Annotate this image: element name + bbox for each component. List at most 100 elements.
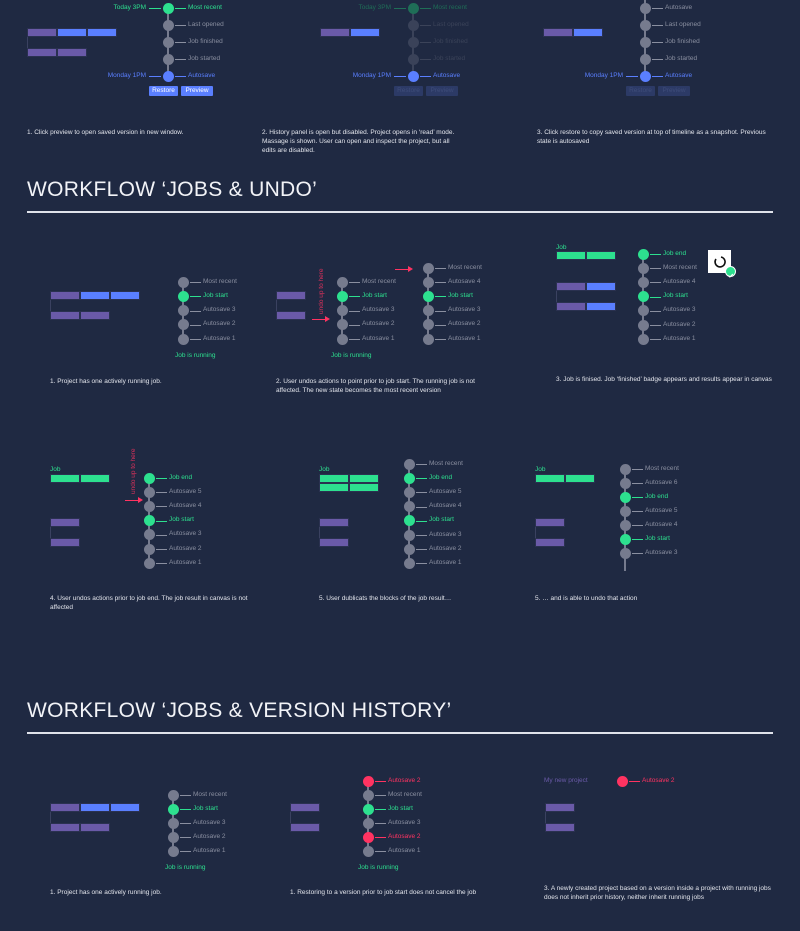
canvas-block[interactable]	[57, 48, 87, 57]
canvas-block[interactable]	[27, 48, 57, 57]
canvas-block[interactable]	[545, 803, 575, 812]
canvas-block[interactable]	[50, 823, 80, 832]
version-label[interactable]: Autosave	[665, 71, 693, 79]
timeline-node-gray[interactable]	[177, 333, 189, 345]
timeline-node-gray[interactable]	[619, 505, 631, 517]
version-label[interactable]: Autosave 4	[663, 277, 696, 285]
version-label[interactable]: Job end	[169, 473, 193, 481]
version-label[interactable]: Job started	[188, 54, 221, 62]
timeline-node-green[interactable]	[422, 290, 434, 302]
timeline-node-gray[interactable]	[619, 463, 631, 475]
timeline-node-gray[interactable]	[422, 305, 434, 317]
timeline-node-gray[interactable]	[422, 276, 434, 288]
version-label[interactable]: Autosave 3	[388, 818, 421, 826]
version-label[interactable]: Job end	[645, 492, 669, 500]
timeline-node-gray[interactable]	[336, 333, 348, 345]
canvas-block[interactable]	[319, 538, 349, 547]
timeline-node-gray[interactable]	[362, 817, 374, 829]
version-label[interactable]: Last opened	[188, 20, 224, 28]
timeline-node-gray[interactable]	[167, 817, 179, 829]
preview-button[interactable]: Preview	[426, 86, 458, 96]
timeline-node-gray[interactable]	[639, 2, 651, 14]
restore-button[interactable]: Restore	[149, 86, 178, 96]
timeline-node-green[interactable]	[177, 290, 189, 302]
restore-button[interactable]: Restore	[626, 86, 655, 96]
canvas-block[interactable]	[110, 291, 140, 300]
timeline-node-gray[interactable]	[177, 276, 189, 288]
timeline-node-gray[interactable]	[637, 333, 649, 345]
version-label[interactable]: Autosave 1	[663, 334, 696, 342]
version-label[interactable]: Job start	[645, 534, 670, 542]
timeline-node-gray[interactable]	[637, 305, 649, 317]
version-label[interactable]: Autosave 4	[645, 520, 678, 528]
canvas-block[interactable]	[586, 302, 616, 311]
job-result-block[interactable]	[565, 474, 595, 483]
job-result-block[interactable]	[535, 474, 565, 483]
canvas-block[interactable]	[290, 823, 320, 832]
timeline-node-dimgreen[interactable]	[407, 2, 419, 14]
timeline-node-gray[interactable]	[619, 477, 631, 489]
timeline-node-red[interactable]	[362, 775, 374, 787]
timeline-node-gray[interactable]	[336, 276, 348, 288]
version-label[interactable]: Autosave 3	[448, 306, 481, 314]
version-label[interactable]: Most recent	[433, 3, 467, 11]
canvas-block[interactable]	[50, 803, 80, 812]
timeline-node-green[interactable]	[143, 472, 155, 484]
timeline-node-dim[interactable]	[407, 19, 419, 31]
timeline-node-gray[interactable]	[162, 19, 174, 31]
version-label[interactable]: Job start	[169, 516, 194, 524]
version-label[interactable]: Autosave	[433, 71, 461, 79]
canvas-block[interactable]	[319, 518, 349, 527]
timeline-node-gray[interactable]	[619, 547, 631, 559]
version-label[interactable]: Job finished	[665, 37, 700, 45]
timeline-node-gray[interactable]	[167, 845, 179, 857]
version-label[interactable]: Job end	[663, 249, 687, 257]
timeline-node-gray[interactable]	[167, 831, 179, 843]
version-label[interactable]: Most recent	[663, 263, 697, 271]
canvas-block[interactable]	[27, 28, 57, 37]
timeline-node-blue[interactable]	[639, 70, 651, 82]
timeline-node-gray[interactable]	[639, 19, 651, 31]
timeline-node-gray[interactable]	[143, 543, 155, 555]
canvas-block[interactable]	[276, 291, 306, 300]
canvas-block[interactable]	[535, 518, 565, 527]
timeline-node-gray[interactable]	[637, 319, 649, 331]
timeline-node-gray[interactable]	[336, 305, 348, 317]
canvas-block[interactable]	[80, 803, 110, 812]
timeline-node-green[interactable]	[143, 515, 155, 527]
version-label[interactable]: Job start	[193, 804, 218, 812]
version-label[interactable]: Job start	[362, 291, 387, 299]
timeline-node-green[interactable]	[403, 472, 415, 484]
version-label[interactable]: Job start	[663, 292, 688, 300]
version-label[interactable]: Autosave 1	[429, 558, 462, 566]
timeline-node-gray[interactable]	[422, 319, 434, 331]
version-label[interactable]: Autosave 1	[169, 558, 202, 566]
timeline-node-gray[interactable]	[403, 529, 415, 541]
version-label[interactable]: Autosave 2	[642, 776, 675, 784]
version-label[interactable]: Autosave 3	[645, 548, 678, 556]
version-label[interactable]: Job start	[429, 516, 454, 524]
timeline-node-dim[interactable]	[407, 53, 419, 65]
canvas-block[interactable]	[50, 518, 80, 527]
version-label[interactable]: Autosave 3	[169, 530, 202, 538]
timeline-node-red[interactable]	[362, 831, 374, 843]
timeline-node-gray[interactable]	[143, 529, 155, 541]
job-result-block[interactable]	[349, 483, 379, 492]
timeline-node-gray[interactable]	[143, 500, 155, 512]
timeline-node-gray[interactable]	[362, 845, 374, 857]
canvas-block[interactable]	[320, 28, 350, 37]
version-label[interactable]: Autosave 3	[193, 818, 226, 826]
timeline-node-gray[interactable]	[177, 319, 189, 331]
version-label[interactable]: Job start	[388, 804, 413, 812]
job-result-block[interactable]	[80, 474, 110, 483]
timeline-node-gray[interactable]	[162, 53, 174, 65]
timeline-node-gray[interactable]	[637, 276, 649, 288]
version-label[interactable]: Job finished	[433, 37, 468, 45]
job-result-block[interactable]	[556, 251, 586, 260]
timeline-node-gray[interactable]	[403, 543, 415, 555]
version-label[interactable]: Autosave 3	[362, 306, 395, 314]
version-label[interactable]: Most recent	[203, 277, 237, 285]
canvas-block[interactable]	[80, 291, 110, 300]
version-label[interactable]: Autosave 2	[169, 544, 202, 552]
canvas-block[interactable]	[87, 28, 117, 37]
